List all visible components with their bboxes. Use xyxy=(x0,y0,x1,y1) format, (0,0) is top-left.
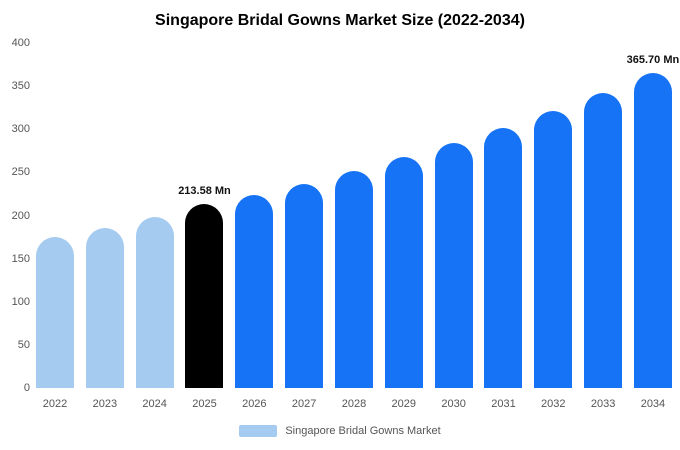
bar-2031 xyxy=(484,127,523,388)
bar-value-label-2025: 213.58 Mn xyxy=(178,184,231,197)
x-axis-label-2025: 2025 xyxy=(192,398,217,410)
bar-2027 xyxy=(285,183,324,388)
bar-slot-2025: 213.58 Mn 2025 xyxy=(178,43,231,410)
bar-2026 xyxy=(235,194,274,388)
bar-2034 xyxy=(633,72,672,388)
bar-slot-2031: 2031 xyxy=(484,43,523,410)
bar-2028 xyxy=(334,170,373,388)
x-axis-label-2022: 2022 xyxy=(42,398,68,410)
y-tick-label-0: 0 xyxy=(23,382,30,394)
y-tick-label-350: 350 xyxy=(11,80,30,93)
bar-slot-2027: 2027 xyxy=(285,43,324,410)
bar-slot-2034: 365.70 Mn 2034 xyxy=(627,43,680,410)
bar-slot-2030: 2030 xyxy=(434,43,473,410)
x-axis-label-2026: 2026 xyxy=(242,398,267,410)
y-tick-label-50: 50 xyxy=(17,338,30,351)
x-axis-label-2028: 2028 xyxy=(341,398,367,410)
x-axis-label-2024: 2024 xyxy=(142,398,167,410)
bar-slot-2029: 2029 xyxy=(384,43,423,410)
x-axis-label-2034: 2034 xyxy=(640,398,666,410)
bar-2033 xyxy=(584,93,623,388)
bar-slot-2026: 2026 xyxy=(235,43,274,410)
plot-area: 2022 2023 2024 213.58 Mn 2025 2026 2027 2028 202… xyxy=(12,37,680,410)
y-tick-label-100: 100 xyxy=(11,295,30,308)
bar-value-label-2034: 365.70 Mn xyxy=(626,53,680,66)
y-tick-label-250: 250 xyxy=(11,166,30,179)
y-tick-label-400: 400 xyxy=(11,37,30,49)
bar-group: 2022 2023 2024 213.58 Mn 2025 2026 2027 2028 202… xyxy=(36,43,680,410)
bar-2029 xyxy=(384,156,423,388)
x-axis-label-2029: 2029 xyxy=(391,398,417,410)
bar-2032 xyxy=(534,111,573,388)
y-tick-label-150: 150 xyxy=(11,252,30,265)
x-axis-label-2033: 2033 xyxy=(590,398,616,410)
x-axis-label-2023: 2023 xyxy=(92,398,118,410)
bar-2030 xyxy=(434,143,473,388)
bar-2022 xyxy=(36,237,74,388)
bar-slot-2023: 2023 xyxy=(85,43,124,410)
legend-swatch xyxy=(239,425,278,437)
y-tick-label-300: 300 xyxy=(11,123,30,136)
bar-slot-2028: 2028 xyxy=(334,43,373,410)
y-tick-label-200: 200 xyxy=(11,209,30,222)
x-axis-label-2030: 2030 xyxy=(441,398,466,410)
legend-label: Singapore Bridal Gowns Market xyxy=(285,425,441,437)
bar-slot-2022: 2022 xyxy=(36,43,74,410)
bar-2025 xyxy=(185,203,224,388)
x-axis-label-2032: 2032 xyxy=(541,398,566,410)
x-axis-label-2027: 2027 xyxy=(291,398,317,410)
bar-slot-2033: 2033 xyxy=(584,43,623,410)
x-axis-label-2031: 2031 xyxy=(491,398,516,410)
bar-slot-2024: 2024 xyxy=(135,43,174,410)
bar-slot-2032: 2032 xyxy=(534,43,573,410)
bar-2024 xyxy=(135,217,174,388)
chart-title: Singapore Bridal Gowns Market Size (2022… xyxy=(155,12,525,29)
legend: Singapore Bridal Gowns Market xyxy=(0,425,680,437)
bar-2023 xyxy=(85,228,124,388)
